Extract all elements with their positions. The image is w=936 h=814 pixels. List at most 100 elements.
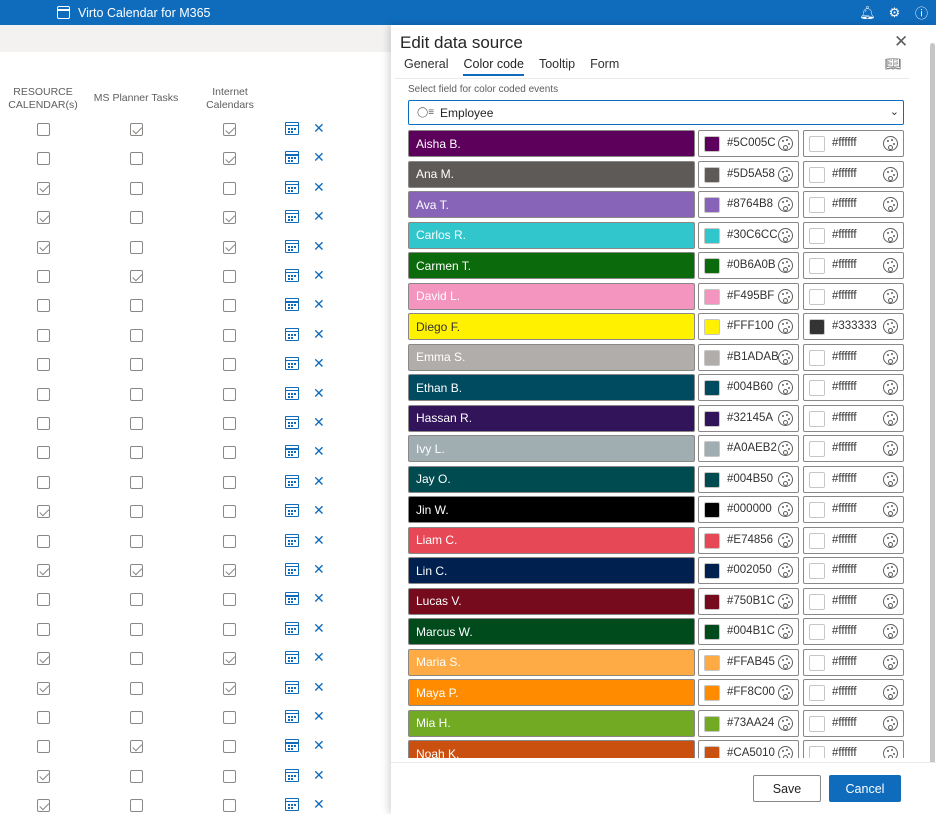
planner-tasks-checkbox[interactable] <box>130 475 143 489</box>
remove-icon[interactable]: ✕ <box>313 561 325 577</box>
internet-calendars-checkbox[interactable] <box>223 681 236 695</box>
book-icon[interactable]: 📖︎ <box>885 56 902 71</box>
text-color-picker[interactable]: #ffffff <box>803 648 904 676</box>
background-color-picker[interactable]: #004B50 <box>698 465 799 493</box>
remove-icon[interactable]: ✕ <box>313 472 325 489</box>
internet-calendars-checkbox[interactable] <box>223 358 236 372</box>
palette-icon[interactable] <box>883 654 898 670</box>
remove-icon[interactable]: ✕ <box>313 414 325 430</box>
resource-calendar-checkbox[interactable] <box>37 328 50 342</box>
remove-icon[interactable]: ✕ <box>313 619 325 636</box>
planner-tasks-checkbox[interactable] <box>130 652 143 666</box>
internet-calendars-checkbox[interactable] <box>223 505 236 519</box>
palette-icon[interactable] <box>778 441 793 456</box>
resource-calendar-checkbox[interactable] <box>37 593 50 607</box>
calendar-settings-icon[interactable] <box>285 357 299 371</box>
background-color-picker[interactable]: #002050 <box>698 557 799 584</box>
internet-calendars-checkbox[interactable] <box>223 299 236 313</box>
text-color-picker[interactable]: #ffffff <box>803 252 904 279</box>
internet-calendars-checkbox[interactable] <box>223 622 236 636</box>
calendar-settings-icon[interactable] <box>285 239 299 253</box>
calendar-settings-icon[interactable] <box>285 504 299 518</box>
resource-calendar-checkbox[interactable] <box>37 123 50 136</box>
resource-calendar-checkbox[interactable] <box>37 211 50 225</box>
internet-calendars-checkbox[interactable] <box>223 387 236 401</box>
background-color-picker[interactable]: #5D5A58 <box>698 160 799 188</box>
internet-calendars-checkbox[interactable] <box>223 711 236 724</box>
palette-icon[interactable] <box>778 532 793 548</box>
palette-icon[interactable] <box>778 563 793 578</box>
palette-icon[interactable] <box>883 593 898 609</box>
background-color-picker[interactable]: #F495BF <box>698 282 799 310</box>
internet-calendars-checkbox[interactable] <box>223 446 236 460</box>
planner-tasks-checkbox[interactable] <box>130 505 143 519</box>
internet-calendars-checkbox[interactable] <box>223 240 236 254</box>
palette-icon[interactable] <box>778 380 793 395</box>
palette-icon[interactable] <box>883 258 898 273</box>
internet-calendars-checkbox[interactable] <box>223 799 236 813</box>
palette-icon[interactable] <box>778 502 793 517</box>
internet-calendars-checkbox[interactable] <box>223 740 236 754</box>
resource-calendar-checkbox[interactable] <box>37 622 50 636</box>
palette-icon[interactable] <box>778 258 793 273</box>
background-color-picker[interactable]: #004B1C <box>698 618 799 645</box>
remove-icon[interactable]: ✕ <box>313 120 325 136</box>
internet-calendars-checkbox[interactable] <box>223 417 236 430</box>
palette-icon[interactable] <box>778 166 793 182</box>
palette-icon[interactable] <box>883 441 898 456</box>
remove-icon[interactable]: ✕ <box>313 208 325 225</box>
remove-icon[interactable]: ✕ <box>313 178 325 195</box>
planner-tasks-checkbox[interactable] <box>130 446 143 460</box>
resource-calendar-checkbox[interactable] <box>37 446 50 460</box>
calendar-settings-icon[interactable] <box>285 210 299 224</box>
palette-icon[interactable] <box>883 410 898 426</box>
palette-icon[interactable] <box>778 349 793 365</box>
text-color-picker[interactable]: #ffffff <box>803 435 904 462</box>
palette-icon[interactable] <box>778 624 793 639</box>
background-color-picker[interactable]: #E74856 <box>698 526 799 554</box>
planner-tasks-checkbox[interactable] <box>130 711 143 724</box>
text-color-picker[interactable]: #ffffff <box>803 465 904 493</box>
calendar-settings-icon[interactable] <box>285 298 299 312</box>
planner-tasks-checkbox[interactable] <box>130 769 143 783</box>
remove-icon[interactable]: ✕ <box>313 531 325 548</box>
remove-icon[interactable]: ✕ <box>313 267 325 283</box>
palette-icon[interactable] <box>778 197 793 212</box>
background-color-picker[interactable]: #FFF100 <box>698 313 799 340</box>
palette-icon[interactable] <box>778 288 793 304</box>
resource-calendar-checkbox[interactable] <box>37 387 50 401</box>
palette-icon[interactable] <box>778 136 793 151</box>
text-color-picker[interactable]: #ffffff <box>803 587 904 615</box>
resource-calendar-checkbox[interactable] <box>37 358 50 372</box>
background-color-picker[interactable]: #73AA24 <box>698 709 799 737</box>
calendar-settings-icon[interactable] <box>285 651 299 665</box>
palette-icon[interactable] <box>883 471 898 487</box>
palette-icon[interactable] <box>778 319 793 334</box>
calendar-settings-icon[interactable] <box>285 445 299 459</box>
calendar-settings-icon[interactable] <box>285 739 299 753</box>
resource-calendar-checkbox[interactable] <box>37 181 50 195</box>
text-color-picker[interactable]: #ffffff <box>803 282 904 310</box>
resource-calendar-checkbox[interactable] <box>37 681 50 695</box>
resource-calendar-checkbox[interactable] <box>37 769 50 783</box>
text-color-picker[interactable]: #333333 <box>803 313 904 340</box>
palette-icon[interactable] <box>883 227 898 243</box>
remove-icon[interactable]: ✕ <box>313 325 325 342</box>
background-color-picker[interactable]: #B1ADAB <box>698 343 799 371</box>
text-color-picker[interactable]: #ffffff <box>803 191 904 218</box>
calendar-settings-icon[interactable] <box>285 151 299 165</box>
text-color-picker[interactable]: #ffffff <box>803 618 904 645</box>
palette-icon[interactable] <box>883 136 898 151</box>
text-color-picker[interactable]: #ffffff <box>803 160 904 188</box>
background-color-picker[interactable]: #5C005C <box>698 130 799 157</box>
background-color-picker[interactable]: #FFAB45 <box>698 648 799 676</box>
palette-icon[interactable] <box>778 227 793 243</box>
resource-calendar-checkbox[interactable] <box>37 505 50 519</box>
remove-icon[interactable]: ✕ <box>313 355 325 372</box>
palette-icon[interactable] <box>778 471 793 487</box>
calendar-settings-icon[interactable] <box>285 768 299 782</box>
planner-tasks-checkbox[interactable] <box>130 799 143 813</box>
palette-icon[interactable] <box>883 319 898 334</box>
scrollbar-thumb[interactable] <box>930 43 935 776</box>
cancel-button[interactable]: Cancel <box>829 775 901 802</box>
